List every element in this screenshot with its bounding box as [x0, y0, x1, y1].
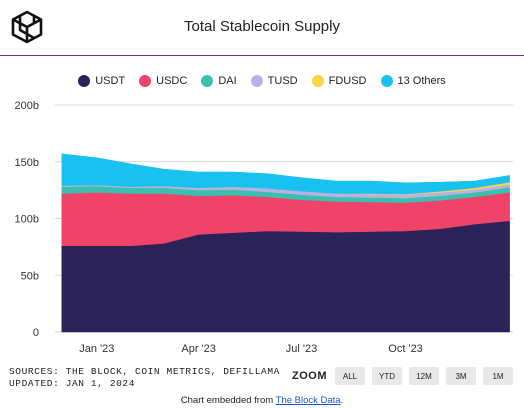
legend-item-dai[interactable]: DAI — [201, 75, 237, 87]
zoom-label: ZOOM — [292, 370, 327, 382]
area-series-13-others[interactable] — [61, 153, 510, 195]
legend-label: TUSD — [267, 75, 298, 87]
legend-item-usdc[interactable]: USDC — [139, 75, 187, 87]
legend-item-others[interactable]: 13 Others — [380, 75, 446, 87]
zoom-12m-button[interactable]: 12M — [409, 367, 439, 385]
legend-marker — [78, 75, 91, 87]
legend-marker — [250, 75, 263, 87]
legend-label: FDUSD — [328, 75, 367, 87]
x-tick-label: Oct '23 — [388, 343, 423, 355]
legend-item-usdt[interactable]: USDT — [78, 75, 125, 87]
sources-text: SOURCES: THE BLOCK, COIN METRICS, DEFILL… — [9, 366, 280, 377]
y-tick-label: 150b — [15, 157, 39, 169]
chart-header: Total Stablecoin Supply — [0, 0, 524, 55]
legend-label: 13 Others — [397, 75, 446, 87]
stacked-area-chart: 0 50b 100b 150b 200b Jan '23 Apr '23 Jul '23 Oct… — [15, 100, 513, 355]
chart-legend: USDT USDC DAI TUSD FDUSD 13 Others — [0, 75, 524, 87]
legend-marker — [201, 75, 214, 87]
chart-title: Total Stablecoin Supply — [184, 18, 340, 35]
header-divider — [0, 55, 524, 56]
y-tick-label: 0 — [33, 327, 39, 339]
legend-item-tusd[interactable]: TUSD — [250, 75, 298, 87]
zoom-3m-button[interactable]: 3M — [446, 367, 476, 385]
zoom-all-button[interactable]: ALL — [335, 367, 365, 385]
legend-label: DAI — [218, 75, 237, 87]
embed-prefix: Chart embedded from — [180, 395, 276, 406]
legend-marker — [139, 75, 152, 87]
the-block-data-link[interactable]: The Block Data — [275, 395, 341, 406]
zoom-controls: ZOOM ALL YTD 12M 3M 1M — [292, 367, 520, 385]
legend-marker — [380, 75, 393, 87]
embed-suffix: . — [340, 395, 344, 406]
embed-note: Chart embedded from The Block Data. — [0, 395, 524, 406]
block-cube-logo-icon — [11, 10, 43, 44]
legend-item-fdusd[interactable]: FDUSD — [311, 75, 367, 87]
x-tick-label: Jan '23 — [79, 343, 114, 355]
zoom-ytd-button[interactable]: YTD — [372, 367, 402, 385]
zoom-1m-button[interactable]: 1M — [483, 367, 513, 385]
y-tick-label: 100b — [15, 214, 39, 226]
y-tick-label: 50b — [21, 270, 39, 282]
x-tick-label: Jul '23 — [286, 343, 317, 355]
x-tick-label: Apr '23 — [181, 343, 216, 355]
chart-footer-info: SOURCES: THE BLOCK, COIN METRICS, DEFILL… — [9, 366, 280, 390]
legend-label: USDC — [156, 75, 188, 87]
legend-label: USDT — [95, 75, 126, 87]
legend-marker — [311, 75, 324, 87]
updated-text: UPDATED: JAN 1, 2024 — [9, 378, 136, 389]
y-tick-label: 200b — [15, 100, 39, 112]
